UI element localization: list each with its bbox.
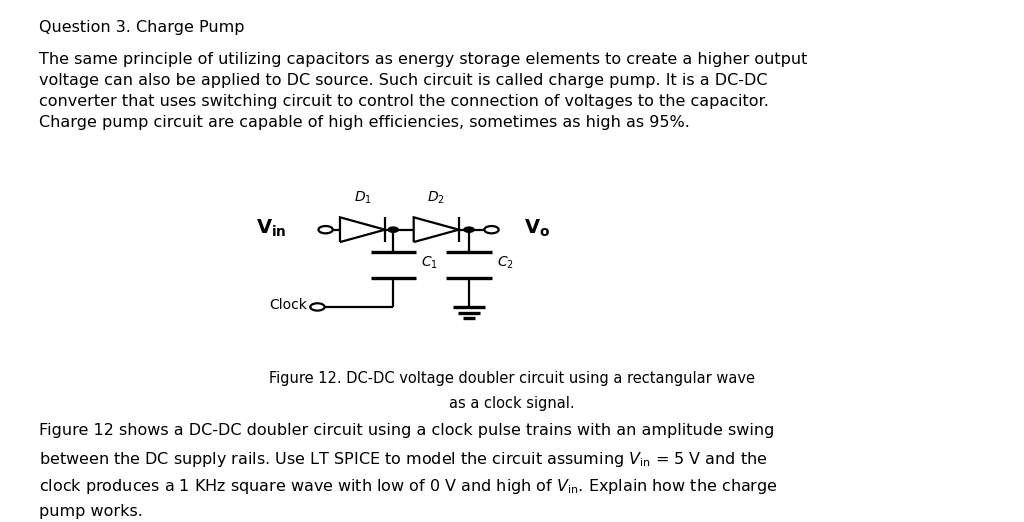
Text: $D_2$: $D_2$ — [427, 189, 445, 206]
Text: as a clock signal.: as a clock signal. — [450, 396, 574, 411]
Text: Question 3. Charge Pump: Question 3. Charge Pump — [39, 20, 245, 35]
Text: $C_2$: $C_2$ — [497, 254, 514, 271]
Text: The same principle of utilizing capacitors as energy storage elements to create : The same principle of utilizing capacito… — [39, 52, 807, 130]
Text: $C_1$: $C_1$ — [421, 254, 438, 271]
Text: pump works.: pump works. — [39, 504, 142, 519]
Text: $\mathbf{V}_{\mathbf{o}}$: $\mathbf{V}_{\mathbf{o}}$ — [524, 218, 551, 239]
Circle shape — [464, 227, 474, 232]
Text: between the DC supply rails. Use LT SPICE to model the circuit assuming $V_{\mat: between the DC supply rails. Use LT SPIC… — [39, 450, 767, 469]
Text: Figure 12 shows a DC-DC doubler circuit using a clock pulse trains with an ampli: Figure 12 shows a DC-DC doubler circuit … — [39, 423, 774, 438]
Circle shape — [388, 227, 398, 232]
Text: Clock: Clock — [269, 299, 307, 312]
Text: Figure 12. DC-DC voltage doubler circuit using a rectangular wave: Figure 12. DC-DC voltage doubler circuit… — [269, 371, 755, 386]
Text: $\mathbf{V}_{\mathbf{in}}$: $\mathbf{V}_{\mathbf{in}}$ — [256, 218, 287, 239]
Text: clock produces a 1 KHz square wave with low of 0 V and high of $V_{\mathrm{in}}$: clock produces a 1 KHz square wave with … — [39, 477, 777, 496]
Text: $D_1$: $D_1$ — [353, 189, 372, 206]
